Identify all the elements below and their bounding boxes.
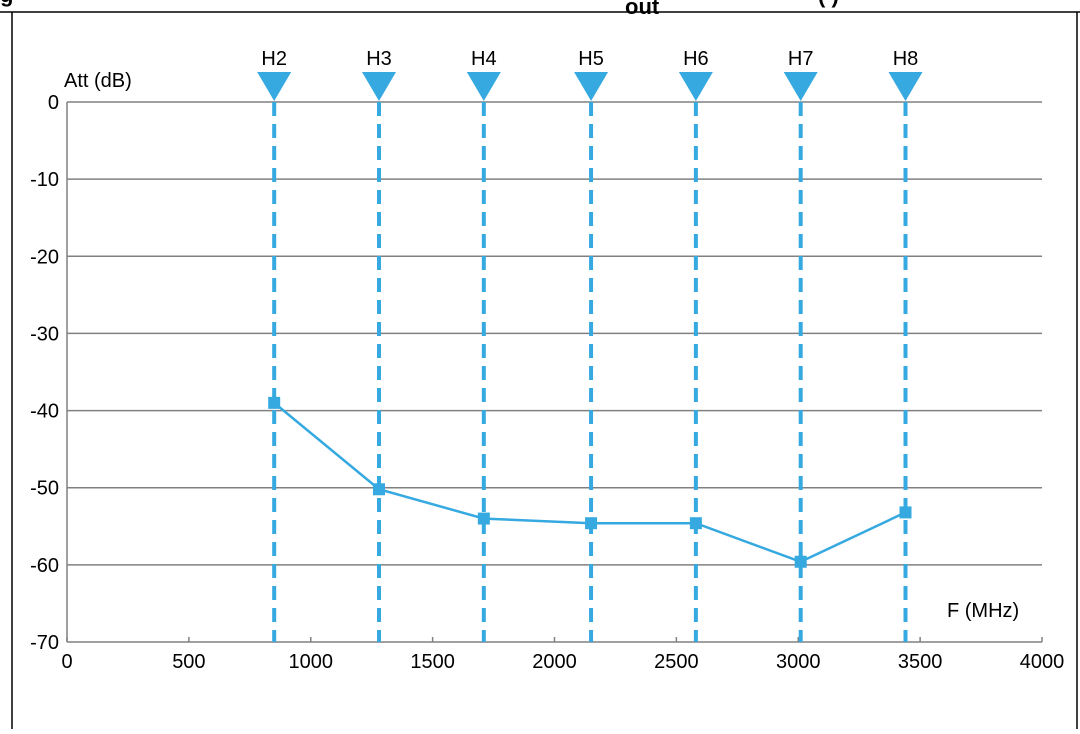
x-tick-label: 3000 [776, 651, 821, 673]
y-tick-label: -20 [30, 246, 59, 268]
y-tick-label: -30 [30, 323, 59, 345]
y-axis-label: Att (dB) [64, 70, 132, 92]
header-fragment-middle: out [625, 0, 660, 19]
data-point-marker [899, 506, 912, 519]
x-tick-label: 3500 [898, 651, 943, 673]
harmonic-label: H3 [366, 48, 392, 70]
data-point-marker [689, 517, 702, 530]
x-tick-label: 4000 [1020, 651, 1065, 673]
y-tick-label: -50 [30, 478, 59, 500]
harmonic-triangle-marker [678, 72, 713, 101]
data-point-marker [373, 483, 385, 496]
grid-lines [67, 101, 1042, 566]
x-axis-label: F (MHz) [947, 600, 1019, 622]
data-point-marker [268, 396, 281, 409]
axis-labels: Att (dB) F (MHz) [64, 70, 1019, 622]
harmonic-label: H5 [578, 48, 604, 70]
x-tick-label: 1000 [289, 651, 334, 673]
y-tick-label: -40 [30, 401, 59, 423]
harmonic-label: H6 [683, 48, 709, 70]
harmonic-label: H8 [893, 48, 919, 70]
harmonic-triangle-marker [888, 72, 923, 101]
x-tick-label: 1500 [410, 651, 455, 673]
data-point-marker [794, 555, 807, 568]
harmonic-label: H7 [788, 48, 814, 70]
harmonic-triangle-marker [362, 72, 396, 101]
y-tick-label: -60 [30, 555, 59, 577]
harmonic-markers: H2 H3 H4 H5 H6 H7 H8 [257, 48, 923, 642]
series-line [268, 396, 912, 568]
x-tick-label: 2500 [654, 651, 699, 673]
harmonic-triangle-marker [574, 72, 609, 101]
harmonic-label: H2 [261, 48, 287, 70]
harmonic-triangle-marker [257, 72, 292, 101]
data-point-marker [477, 512, 490, 525]
harmonic-triangle-marker [783, 72, 818, 101]
y-tick-label: -10 [30, 169, 59, 191]
x-tick-label: 0 [61, 651, 72, 673]
data-point-marker [585, 517, 598, 530]
axes: 0-10-20-30-40-50-60-700 500 1000 1500 2000 25… [30, 92, 1064, 673]
header-fragment-left: g [0, 0, 13, 7]
x-tick-label: 2000 [532, 651, 577, 673]
x-tick-label: 500 [172, 651, 205, 673]
header-fragment-right: ( ) [818, 0, 839, 8]
y-tick-label: -70 [30, 632, 59, 654]
harmonic-label: H4 [471, 48, 497, 70]
y-tick-label: 0 [48, 92, 59, 114]
harmonic-triangle-marker [466, 72, 501, 101]
